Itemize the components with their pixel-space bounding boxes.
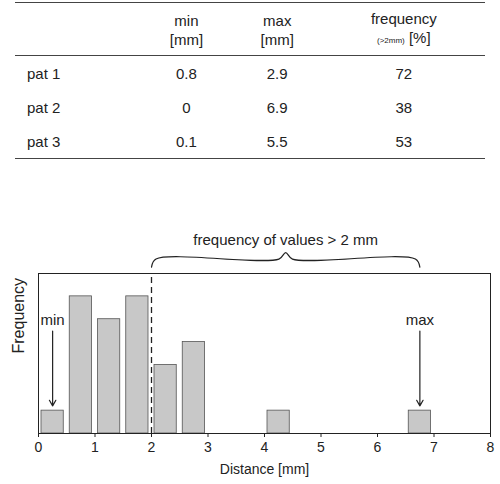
html-text:pat 1: pat 1 [27, 65, 61, 82]
html-text:38: 38 [395, 99, 413, 116]
html-text:min: min [174, 11, 199, 29]
html-text:72: 72 [395, 65, 413, 82]
html-text:(>2mm) [%]: (>2mm) [%] [377, 29, 431, 46]
svg-text:6: 6 [374, 439, 382, 455]
svg-text:8: 8 [487, 439, 495, 455]
svg-text:2: 2 [148, 439, 156, 455]
svg-text:min: min [41, 311, 65, 328]
html-text:frequency: frequency [370, 10, 437, 27]
html-text:pat 3: pat 3 [27, 133, 61, 150]
svg-text:0: 0 [35, 439, 43, 455]
html-text:[mm]: [mm] [169, 30, 204, 48]
html-text:0: 0 [182, 99, 191, 116]
svg-text:Frequency: Frequency [10, 278, 27, 354]
svg-text:1: 1 [91, 439, 99, 455]
html-text:[mm]: [mm] [260, 30, 294, 48]
svg-text:frequency of values > 2 mm: frequency of values > 2 mm [193, 231, 378, 248]
html-text:6.9: 6.9 [266, 99, 288, 116]
html-text:0.8: 0.8 [176, 65, 197, 82]
html-text:pat 2: pat 2 [27, 99, 61, 116]
svg-text:5: 5 [317, 439, 325, 455]
html-text:2.9: 2.9 [266, 65, 288, 82]
html-text:max: max [263, 11, 292, 29]
html-text:53: 53 [395, 133, 413, 150]
svg-text:max: max [406, 311, 435, 328]
svg-text:Distance [mm]: Distance [mm] [220, 461, 309, 477]
html-text:5.5: 5.5 [266, 133, 288, 150]
html-text:0.1: 0.1 [176, 133, 197, 150]
svg-text:3: 3 [204, 439, 212, 455]
svg-text:4: 4 [261, 439, 269, 455]
svg-text:7: 7 [430, 439, 438, 455]
